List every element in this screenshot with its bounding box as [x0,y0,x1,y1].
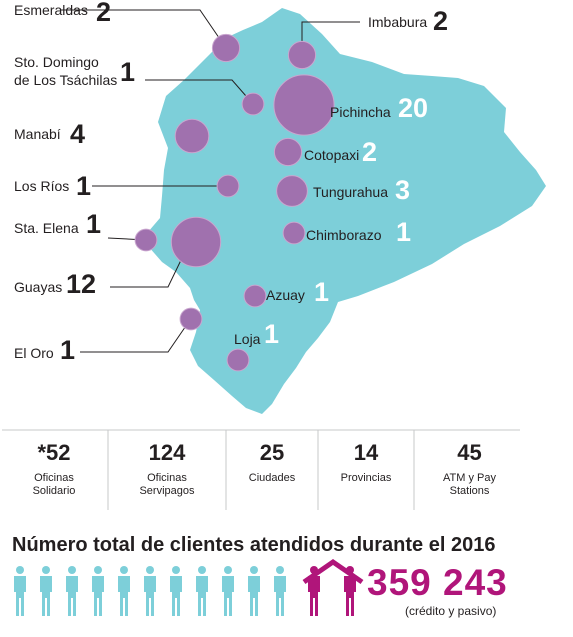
stat-label-line2: Stations [449,485,490,497]
bubble-province-12 [179,307,203,331]
bubble-province-0 [211,33,241,63]
bubbles [134,33,335,372]
province-label-sto-domingo-2: de Los Tsáchilas [14,72,118,88]
bubble-province-8 [134,228,158,252]
province-count-imbabura: 2 [433,6,449,36]
leader-el-oro [80,319,191,353]
bubble-province-3 [273,74,335,136]
stat-label-line2: Solidario [32,485,76,497]
stat-value: 45 [457,440,482,465]
stat-oficinas-servipagos: 124 Oficinas Servipagos [108,430,226,510]
province-count-manabi: 4 [70,119,86,149]
bubble-province-6 [216,174,240,198]
bubble-province-7 [276,175,308,207]
person-icon [222,566,234,616]
stat-label-line1: Oficinas [34,472,74,484]
leader-guayas [110,257,183,288]
stat-value: 124 [148,440,186,465]
bubble-province-1 [287,40,317,70]
person-icon [40,566,52,616]
person-icon [196,566,208,616]
province-label-los-rios: Los Ríos [14,178,70,194]
stat-atm-pay-stations: 45 ATM y Pay Stations [414,430,525,510]
province-count-sto-domingo: 1 [120,57,136,87]
province-label-sta-elena: Sta. Elena [14,220,79,236]
stat-label-line1: Provincias [340,472,392,484]
province-label-chimborazo: Chimborazo [306,227,382,243]
province-label-guayas: Guayas [14,279,63,295]
bubble-province-4 [174,118,210,154]
summary-note: (crédito y pasivo) [405,604,497,618]
province-label-esmeraldas: Esmeraldas [14,2,88,18]
person-icon [170,566,182,616]
person-icon [144,566,156,616]
stat-oficinas-solidario: *52 Oficinas Solidario [0,430,108,510]
province-label-loja: Loja [234,331,261,347]
province-count-chimborazo: 1 [396,217,412,247]
stats-separators [2,429,520,510]
stat-label-line2: Servipagos [139,485,195,497]
person-icon [118,566,130,616]
province-label-cotopaxi: Cotopaxi [304,147,360,163]
province-count-los-rios: 1 [76,171,92,201]
person-icon [274,566,286,616]
province-count-esmeraldas: 2 [96,0,112,27]
province-count-el-oro: 1 [60,335,76,365]
province-label-manabi: Manabí [14,126,61,142]
bubble-province-2 [241,92,265,116]
stat-ciudades: 25 Ciudades [226,430,318,510]
stat-value: 14 [353,440,379,465]
bubble-province-5 [273,137,303,167]
leader-esmeraldas [60,9,227,49]
stats-row: *52 Oficinas Solidario 124 Oficinas Serv… [0,430,525,510]
stat-label-line1: Ciudades [248,472,296,484]
bubble-province-9 [282,221,306,245]
summary-heading: Número total de clientes atendidos duran… [12,534,496,556]
bubble-province-13 [226,348,250,372]
province-count-sta-elena: 1 [86,209,102,239]
province-count-cotopaxi: 2 [362,137,378,167]
province-count-guayas: 12 [66,269,97,299]
person-icon [66,566,78,616]
stat-label-line1: Oficinas [147,472,187,484]
province-label-pichincha: Pichincha [330,104,391,120]
house-roof-icon [302,558,364,585]
province-count-azuay: 1 [314,277,330,307]
stat-provincias: 14 Provincias [318,430,414,510]
province-count-tungurahua: 3 [395,175,411,205]
bubble-province-11 [243,284,267,308]
province-label-imbabura: Imbabura [368,14,428,30]
person-icon-highlight [344,566,356,616]
province-label-el-oro: El Oro [14,345,54,361]
stat-label-line1: ATM y Pay [443,472,496,484]
province-label-azuay: Azuay [266,287,305,303]
summary-total: 359 243 [367,562,508,603]
map-shape [148,8,546,414]
people-icons [14,558,364,616]
person-icon [14,566,26,616]
bubble-province-10 [170,216,222,268]
person-icon [248,566,260,616]
province-count-pichincha: 20 [398,93,429,123]
province-count-loja: 1 [264,319,280,349]
province-label-sto-domingo-1: Sto. Domingo [14,54,99,70]
stat-value: 25 [259,440,285,465]
province-label-tungurahua: Tungurahua [313,184,388,200]
stat-value: *52 [37,440,71,465]
person-icon [92,566,104,616]
